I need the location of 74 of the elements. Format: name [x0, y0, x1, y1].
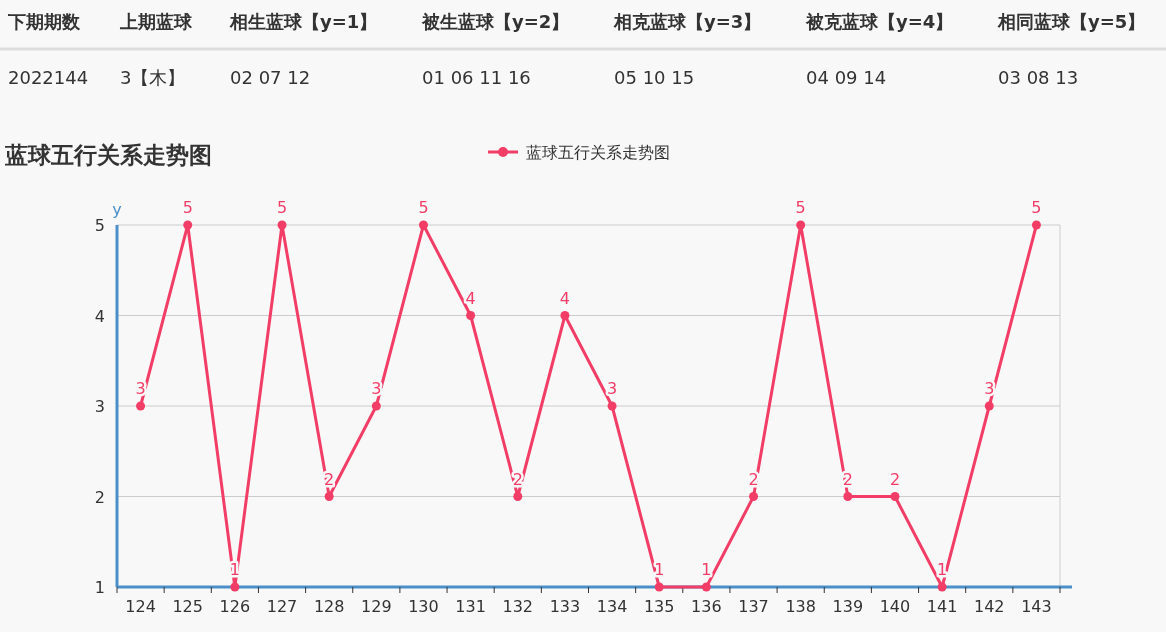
category-label: 上期蓝球: [119, 11, 193, 32]
text: 01 06 11 16: [422, 67, 531, 88]
point: [418, 220, 428, 230]
data-label: 3: [606, 379, 618, 398]
point: [607, 401, 617, 411]
category-label: 被克蓝球【y=4】: [805, 11, 954, 32]
data-label: 4: [559, 288, 571, 308]
category-label: 被生蓝球【y=2】: [421, 11, 570, 32]
data-label: 5: [418, 198, 429, 217]
point: [890, 492, 900, 501]
data-label: 4: [465, 288, 476, 308]
y-tick-label: 4: [94, 306, 105, 326]
x-tick-label: 128: [313, 597, 345, 616]
data-label: 1: [937, 560, 948, 579]
point: [796, 220, 806, 230]
x-tick-label: 140: [879, 597, 911, 616]
point: [230, 582, 240, 592]
y-tick-label: 3: [94, 397, 105, 416]
x-tick-label: 138: [785, 597, 816, 616]
text: 05 10 15: [614, 67, 695, 88]
y-tick-label: 1: [94, 578, 105, 597]
point: [1031, 220, 1041, 230]
point: [984, 401, 994, 411]
x-tick-label: 142: [974, 597, 1005, 616]
y-axis-title: y: [112, 200, 122, 219]
data-label: 2: [889, 469, 901, 489]
point: [136, 401, 146, 411]
x-tick-label: 130: [408, 597, 439, 616]
point: [937, 582, 947, 592]
category-label: 相克蓝球【y=3】: [613, 11, 762, 32]
y-tick-label: 5: [94, 216, 105, 235]
text: 04 09 14: [806, 67, 887, 88]
x-tick-label: 124: [125, 597, 156, 616]
point: [324, 492, 334, 501]
x-tick-label: 131: [455, 597, 486, 616]
data-label: 5: [276, 198, 288, 217]
x-tick-label: 129: [361, 597, 392, 616]
data-label: 5: [1031, 198, 1042, 217]
x-tick-label: 143: [1021, 597, 1052, 616]
point: [560, 311, 570, 320]
x-tick-label: 125: [172, 597, 203, 616]
text: 03 08 13: [998, 67, 1079, 88]
point: [701, 582, 711, 592]
point: [371, 401, 381, 411]
chart-title: 蓝球五行关系走势图: [4, 142, 212, 168]
legend-label: 蓝球五行关系走势图: [526, 143, 670, 162]
point: [466, 311, 476, 320]
point: [843, 492, 853, 501]
point: [277, 220, 287, 230]
point: [654, 582, 664, 592]
text: 3【木】: [120, 67, 186, 88]
text: 2022144: [8, 67, 89, 88]
data-label: 1: [701, 560, 712, 579]
x-tick-label: 134: [596, 597, 628, 616]
point: [513, 492, 523, 501]
x-tick-label: 126: [219, 597, 251, 616]
data-label: 5: [795, 198, 806, 217]
x-tick-label: 139: [832, 597, 864, 616]
text: 02 07 12: [230, 67, 311, 88]
x-tick-label: 137: [738, 597, 769, 616]
point: [183, 220, 193, 230]
data-label: 5: [182, 198, 193, 217]
category-label: 相生蓝球【y=1】: [229, 11, 378, 32]
x-tick-label: 132: [502, 597, 534, 616]
category-label: 相同蓝球【y=5】: [997, 11, 1146, 32]
x-tick-label: 127: [266, 597, 298, 616]
category-label: 下期期数: [7, 11, 81, 32]
point: [749, 492, 759, 501]
y-tick-label: 2: [94, 487, 105, 507]
x-tick-label: 136: [691, 597, 722, 616]
x-tick-label: 133: [549, 597, 581, 616]
x-tick-label: 135: [643, 597, 675, 616]
x-tick-label: 141: [926, 597, 958, 616]
data-label: 1: [654, 560, 665, 579]
